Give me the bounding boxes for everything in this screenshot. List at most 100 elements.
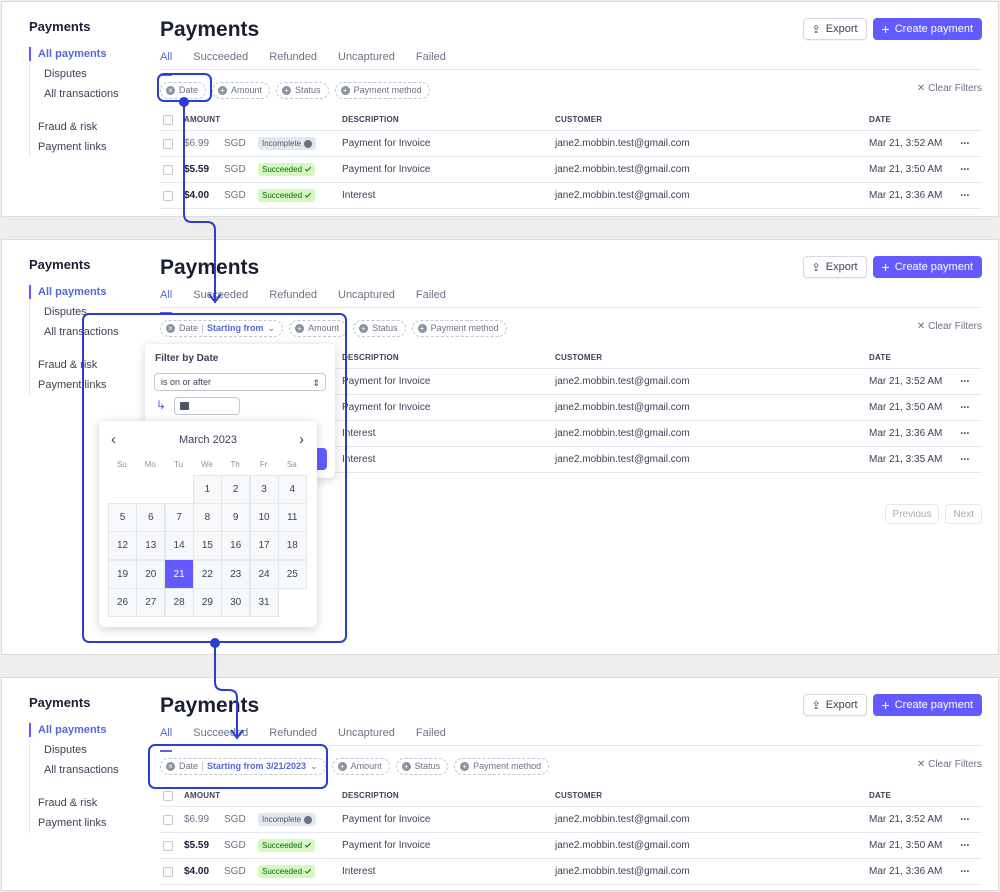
table-row[interactable]: $6.99 SGD Incomplete Payment for Invoice jan… [160,131,982,157]
calendar-day[interactable]: 22 [192,559,222,589]
date-condition-select[interactable]: is on or after ⇕ [154,373,326,391]
table-row[interactable]: $6.99 SGD Incomplete Payment for Invoice jan… [160,807,982,833]
previous-button[interactable]: Previous [884,504,940,524]
tab-item[interactable]: Refunded [269,727,317,739]
tab-item[interactable]: All [160,50,173,76]
export-button[interactable]: ⇪ Export [802,18,867,40]
calendar-day[interactable]: 20 [136,559,166,589]
filter-status-chip[interactable]: + Status [395,757,449,775]
next-button[interactable]: Next [945,504,982,524]
table-row[interactable]: $4.00 SGD Succeeded Interest jane2.mobbin.te… [160,859,982,885]
tab-item[interactable]: Refunded [269,289,317,301]
filter-method-chip[interactable]: + Payment method [334,81,430,99]
tab-item[interactable]: Refunded [269,51,317,63]
header-checkbox-cell [163,785,173,806]
filter-status-chip[interactable]: + Status [353,319,406,337]
sidebar-item[interactable]: All payments [29,282,149,302]
row-checkbox[interactable] [163,138,173,149]
calendar-day[interactable]: 30 [221,587,251,617]
tab-item[interactable]: All [160,726,173,752]
calendar-day[interactable]: 5 [108,503,137,533]
sidebar-item[interactable]: Disputes [44,744,87,756]
calendar-day[interactable]: 31 [249,587,279,617]
table-row[interactable]: $5.59 SGD Succeeded Payment for Invoice jane… [160,833,982,859]
clear-filters-button[interactable]: ✕ Clear Filters [917,759,982,770]
export-button[interactable]: ⇪ Export [802,256,867,278]
sidebar-item[interactable]: All transactions [44,326,119,338]
sidebar-item[interactable]: All payments [29,44,149,64]
calendar-day[interactable]: 4 [277,475,307,504]
more-icon[interactable]: ••• [960,816,970,823]
row-checkbox[interactable] [163,164,173,175]
calendar-day[interactable]: 9 [221,503,251,533]
filter-status-chip[interactable]: + Status [276,81,329,99]
filter-amount-chip[interactable]: + Amount [331,757,390,775]
create-payment-button[interactable]: + Create payment [872,694,982,716]
sidebar-item[interactable]: Fraud & risk [38,121,98,133]
calendar-day[interactable]: 15 [192,531,222,561]
table-header: AMOUNT DESCRIPTION CUSTOMER DATE [160,785,982,807]
status-badge: Succeeded [258,163,316,176]
tab-item[interactable]: Uncaptured [338,51,395,63]
row-checkbox[interactable] [163,814,173,825]
sidebar-item[interactable]: Payment links [38,817,107,829]
more-icon[interactable]: ••• [960,456,970,463]
sidebar-item[interactable]: Payment links [38,141,107,153]
filter-method-chip[interactable]: + Payment method [411,319,507,337]
create-payment-button[interactable]: + Create payment [872,18,982,40]
sidebar-item[interactable]: Fraud & risk [38,797,98,809]
select-all-checkbox[interactable] [163,114,173,125]
amount-value: $6.99 [184,138,210,149]
row-checkbox[interactable] [163,840,173,851]
clear-filters-button[interactable]: ✕ Clear Filters [917,321,982,332]
plus-circle-icon: + [295,323,305,333]
calendar-day[interactable]: 24 [249,559,279,589]
clear-filters-button[interactable]: ✕ Clear Filters [917,83,982,94]
filter-method-chip[interactable]: + Payment method [454,757,550,775]
tab-item[interactable]: Failed [415,289,446,301]
sidebar-item[interactable]: Disputes [44,68,87,80]
more-icon[interactable]: ••• [960,868,970,875]
tab-item[interactable]: Uncaptured [338,289,395,301]
more-icon[interactable]: ••• [960,378,970,385]
calendar-day[interactable]: 25 [277,559,307,589]
more-icon[interactable]: ••• [960,430,970,437]
tab-item[interactable]: Uncaptured [338,727,395,739]
calendar-day[interactable]: 14 [164,531,194,561]
tab-item[interactable]: Failed [415,727,446,739]
chevron-right-icon[interactable]: › [299,431,304,448]
status-label: Succeeded [262,867,303,876]
tab-item[interactable]: Failed [415,51,446,63]
filter-date-chip[interactable]: × Date Starting from ⌄ [160,319,284,337]
sidebar-item[interactable]: All transactions [44,764,119,776]
select-all-checkbox[interactable] [163,790,173,801]
chevron-left-icon[interactable]: ‹ [111,431,116,448]
calendar-day[interactable]: 1 [192,475,222,504]
more-icon[interactable]: ••• [960,140,970,147]
table-row[interactable]: $5.59 SGD Succeeded Payment for Invoice jane… [160,157,982,183]
calendar-day[interactable]: 29 [192,587,222,617]
create-payment-button[interactable]: + Create payment [872,256,982,278]
apply-button[interactable] [317,448,327,470]
table-row[interactable]: $4.00 SGD Succeeded Interest jane2.mobbin.te… [160,183,982,209]
more-icon[interactable]: ••• [960,192,970,199]
plus-circle-icon: + [218,85,228,95]
tab-item[interactable]: Succeeded [193,51,249,63]
more-icon[interactable]: ••• [960,404,970,411]
more-icon[interactable]: ••• [960,842,970,849]
sidebar-item[interactable]: Disputes [44,306,87,318]
calendar-day[interactable]: 28 [164,587,194,617]
date-input[interactable] [174,397,240,415]
row-checkbox[interactable] [163,866,173,877]
calendar-day[interactable]: 10 [249,503,279,533]
sidebar-item[interactable]: Payment links [38,379,107,391]
calendar-day[interactable]: 18 [277,531,307,561]
calendar-day[interactable]: 26 [108,587,137,617]
filter-amount-chip[interactable]: + Amount [212,81,271,99]
sidebar-item[interactable]: All payments [29,720,149,740]
sidebar-item[interactable]: All transactions [44,88,119,100]
more-icon[interactable]: ••• [960,166,970,173]
filter-date-chip[interactable]: × Date Starting from 3/21/2023 ⌄ [160,757,326,775]
row-checkbox[interactable] [163,190,173,201]
export-button[interactable]: ⇪ Export [802,694,867,716]
